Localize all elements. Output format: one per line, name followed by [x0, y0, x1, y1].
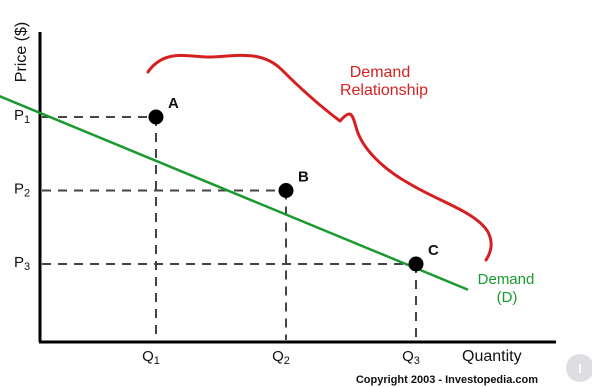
investopedia-logo-icon: I [566, 354, 592, 382]
copyright-text: Copyright 2003 - Investopedia.com [356, 374, 538, 386]
y-tick-label: P3 [14, 254, 30, 273]
x-tick-labels: Q1 Q2 Q3 [142, 348, 420, 367]
y-tick-label: P1 [14, 107, 30, 126]
x-tick-label: Q3 [402, 348, 420, 367]
point-label-c: C [428, 242, 439, 259]
logo-letter: I [578, 361, 582, 376]
demand-curve-label-line2: (D) [497, 289, 518, 306]
demand-line [0, 95, 469, 291]
point-a [148, 109, 164, 125]
guide-lines [42, 116, 417, 340]
point-b [278, 183, 294, 198]
x-tick-label: Q2 [272, 348, 290, 367]
point-label-b: B [298, 169, 309, 186]
demand-curve-label-line1: Demand [478, 271, 535, 288]
x-axis-label: Quantity [462, 348, 522, 365]
y-axis-label: Price ($) [13, 22, 30, 82]
point-c [408, 256, 424, 272]
y-tick-label: P2 [14, 181, 30, 200]
y-tick-labels: P1 P2 P3 [14, 107, 30, 273]
annotation-line2: Relationship [340, 82, 428, 99]
demand-relationship-brace [146, 53, 493, 262]
x-tick-label: Q1 [142, 348, 160, 367]
data-points: A B C [148, 95, 439, 272]
annotation-line1: Demand [350, 64, 410, 81]
point-label-a: A [168, 95, 179, 112]
